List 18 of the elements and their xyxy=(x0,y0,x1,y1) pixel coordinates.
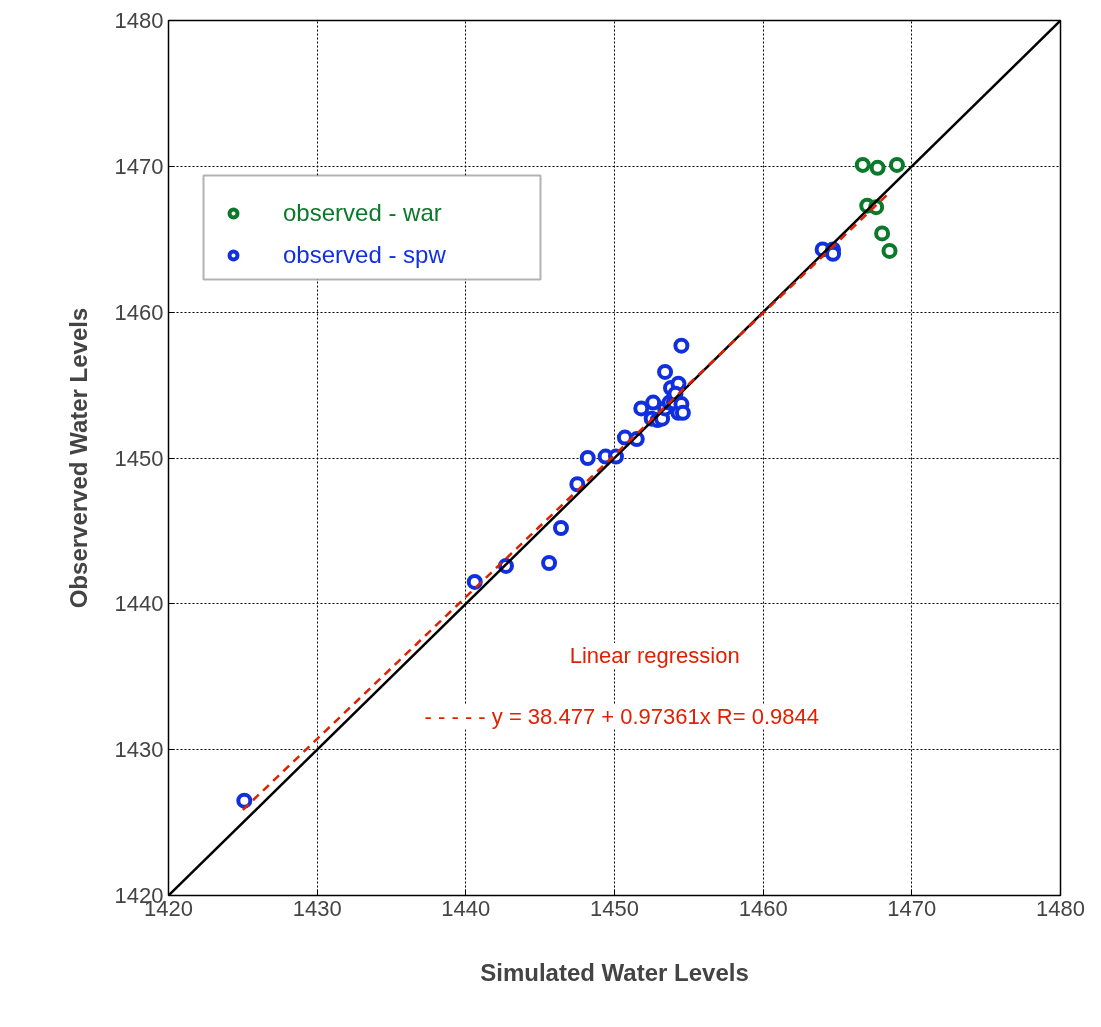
y-tick-label: 1470 xyxy=(114,153,164,179)
x-axis-title: Simulated Water Levels xyxy=(480,958,749,986)
y-tick-label: 1480 xyxy=(114,8,164,33)
y-tick-label: 1440 xyxy=(114,591,164,617)
annotation: Linear regression xyxy=(569,643,740,668)
x-tick-label: 1480 xyxy=(1036,895,1085,921)
x-tick-label: 1430 xyxy=(292,895,342,921)
y-axis-title: Observerved Water Levels xyxy=(64,307,92,609)
x-tick-label: 1470 xyxy=(887,895,937,921)
x-tick-label: 1460 xyxy=(738,895,788,921)
y-tick-label: 1430 xyxy=(114,737,164,763)
y-tick-label: 1450 xyxy=(114,445,164,471)
x-tick-label: 1450 xyxy=(590,895,639,921)
legend-label: observed - war xyxy=(283,199,442,227)
y-tick-label: 1460 xyxy=(114,299,164,325)
legend-label: observed - spw xyxy=(283,241,446,269)
annotation: - - - - - y = 38.477 + 0.97361x R= 0.9844 xyxy=(424,704,819,730)
x-tick-label: 1440 xyxy=(441,895,491,921)
